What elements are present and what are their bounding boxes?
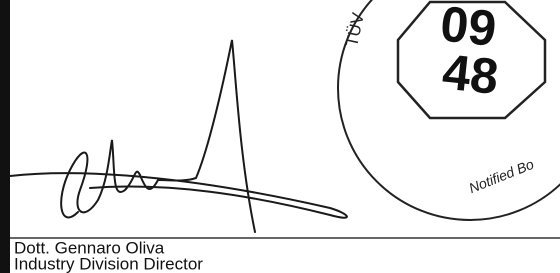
signatory-title: Industry Division Director (14, 254, 203, 273)
left-border (0, 0, 10, 273)
page: 09 48 TÜV Notified Bo Dott. Gennaro Oliv… (0, 0, 560, 273)
document-fragment: 09 48 TÜV Notified Bo Dott. Gennaro Oliv… (0, 0, 560, 273)
stamp-number-bottom: 48 (440, 43, 501, 105)
